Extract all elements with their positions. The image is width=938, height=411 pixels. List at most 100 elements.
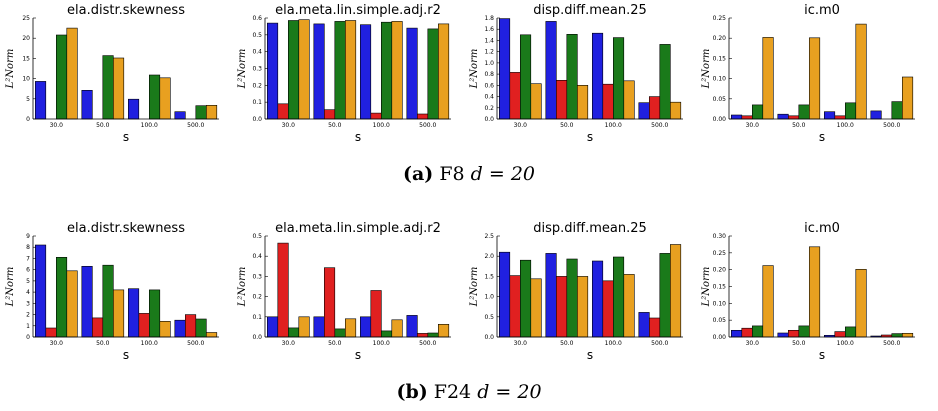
bar [206, 332, 218, 338]
bar [298, 316, 310, 338]
y-tick-label: 0.5 [252, 32, 262, 39]
chart-panel-2: ela.meta.lin.simple.adj.r2 30.0 50.0 100.0 5… [237, 3, 451, 144]
y-tick-label: 0.6 [252, 15, 262, 22]
y-tick-label: 2.5 [484, 233, 494, 240]
y-tick-label: 0.15 [713, 284, 727, 291]
y-tick-label: 1.4 [484, 37, 494, 44]
chart-title: disp.diff.mean.25 [533, 3, 647, 18]
bar [751, 325, 764, 338]
bar [416, 333, 429, 338]
x-tick-label: 50.0 [328, 122, 342, 129]
chart-title: ela.meta.lin.simple.adj.r2 [275, 221, 441, 236]
y-tick-label: 5 [26, 96, 30, 103]
bar [762, 37, 774, 120]
y-axis-label: L²Norm [237, 267, 248, 308]
bar [34, 244, 47, 338]
chart-panel-8: ic.m0 30.0 50.0 100.0 500.0 0.00 0.05 0.10 0.15 0… [701, 221, 915, 362]
bar [266, 22, 279, 120]
bar [380, 330, 393, 338]
y-tick-label: 7 [26, 255, 30, 262]
bar [870, 110, 882, 120]
y-tick-label: 1.8 [484, 15, 494, 22]
bar [787, 329, 800, 338]
bar [427, 332, 439, 338]
bar [344, 20, 357, 120]
bar [359, 24, 372, 120]
bar [391, 319, 403, 338]
y-tick-label: 0.2 [252, 82, 262, 89]
bar [659, 253, 671, 338]
caption-a-text: F8 [439, 163, 465, 185]
bar [92, 317, 104, 338]
x-tick-label: 100.0 [373, 340, 390, 347]
bar [638, 312, 650, 338]
bar [741, 115, 753, 120]
x-tick-label: 500.0 [883, 340, 900, 347]
x-axis-label: s [355, 348, 361, 362]
y-tick-label: 0.2 [484, 105, 494, 112]
bar [437, 23, 450, 120]
y-tick-label: 0.15 [713, 55, 727, 62]
x-tick-label: 100.0 [605, 340, 622, 347]
bar [128, 98, 140, 120]
bar [45, 327, 57, 338]
y-tick-label: 2 [26, 312, 30, 319]
y-tick-label: 6 [26, 267, 30, 274]
bar [174, 111, 186, 120]
x-tick-label: 100.0 [141, 122, 158, 129]
x-tick-label: 100.0 [605, 122, 622, 129]
bar [509, 275, 521, 338]
bar [416, 113, 429, 120]
bar [370, 112, 382, 120]
bar [313, 316, 325, 338]
caption-a: (a) F8 d = 20 [0, 163, 938, 185]
y-tick-label: 0.2 [252, 294, 262, 301]
bar [55, 256, 68, 338]
bar [602, 83, 614, 120]
x-tick-label: 30.0 [746, 340, 760, 347]
bar [901, 332, 914, 338]
bar [612, 256, 625, 338]
y-tick-label: 5 [26, 278, 30, 285]
y-tick-label: 9 [26, 233, 30, 240]
bar [844, 326, 857, 338]
bar [591, 32, 604, 120]
y-tick-label: 0.4 [252, 253, 262, 260]
bar [602, 280, 614, 338]
x-tick-label: 500.0 [883, 122, 900, 129]
y-tick-label: 0.05 [713, 96, 727, 103]
y-tick-label: 1.5 [484, 273, 494, 280]
y-tick-label: 1.0 [484, 60, 494, 67]
chart-title: ela.distr.skewness [67, 221, 185, 236]
y-tick-label: 0.3 [252, 273, 262, 280]
x-tick-label: 30.0 [514, 122, 528, 129]
x-tick-label: 50.0 [96, 122, 110, 129]
bar [102, 264, 114, 338]
bar [102, 55, 114, 120]
y-tick-label: 0.4 [484, 94, 494, 101]
x-tick-label: 50.0 [560, 340, 574, 347]
chart-panel-5: ela.distr.skewness 30.0 50.0 100.0 500.0 0 1 2 3… [5, 221, 219, 362]
bar [128, 288, 140, 338]
bar [359, 316, 372, 338]
x-axis-label: s [587, 348, 593, 362]
bar [519, 34, 532, 120]
x-tick-label: 500.0 [651, 122, 668, 129]
y-tick-label: 0.20 [713, 267, 727, 274]
x-tick-label: 30.0 [746, 122, 760, 129]
y-tick-label: 0.05 [713, 317, 727, 324]
bar [206, 105, 218, 120]
y-tick-label: 0.4 [252, 49, 262, 56]
bar [638, 102, 650, 120]
y-tick-label: 20 [22, 35, 30, 42]
bar [612, 37, 625, 120]
bar [287, 327, 300, 338]
y-tick-label: 8 [26, 244, 30, 251]
x-tick-label: 50.0 [792, 122, 806, 129]
bar [391, 21, 403, 120]
bar [591, 260, 604, 338]
y-tick-label: 0.5 [484, 314, 494, 321]
y-tick-label: 0.1 [252, 99, 262, 106]
y-tick-label: 0 [26, 116, 30, 123]
